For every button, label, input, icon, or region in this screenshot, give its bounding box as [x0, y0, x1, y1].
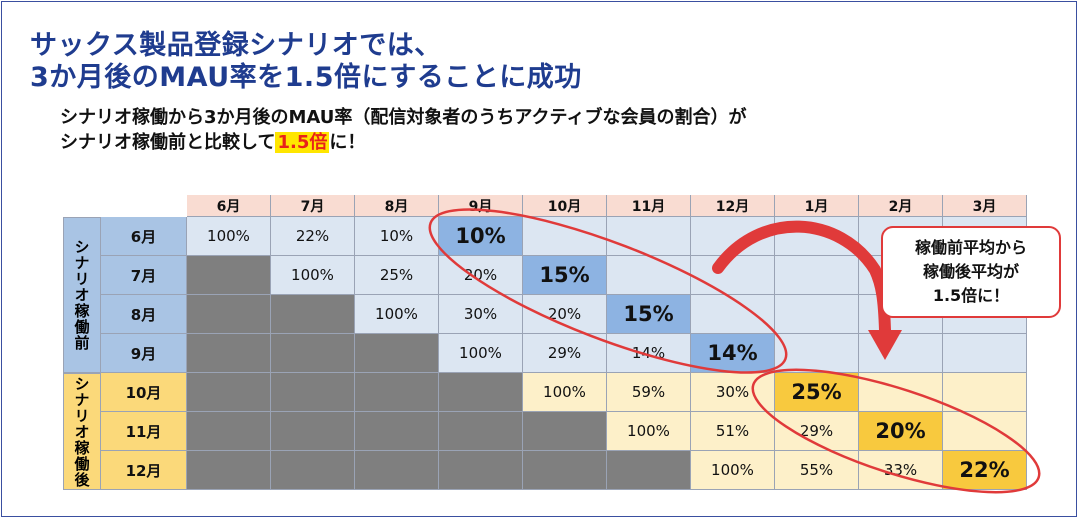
row-header: 10月: [101, 373, 187, 412]
gray-cell: [355, 412, 439, 451]
table-cell: 100%: [187, 217, 271, 256]
table-cell: 100%: [691, 451, 775, 490]
gray-cell: [187, 256, 271, 295]
table-cell: [691, 295, 775, 334]
gray-cell: [439, 451, 523, 490]
callout-line-1: 稼働前平均から: [914, 238, 1027, 257]
table-cell: 29%: [775, 412, 859, 451]
subtitle: シナリオ稼働から3か月後のMAU率（配信対象者のうちアクティブな会員の割合）が …: [60, 105, 746, 155]
row-header: 7月: [101, 256, 187, 295]
table-cell: [607, 256, 691, 295]
callout-line-3: 1.5倍に！: [932, 286, 1010, 305]
gray-cell: [187, 373, 271, 412]
table-cell: [775, 334, 859, 373]
highlight-cell: 25%: [775, 373, 859, 412]
table-cell: [691, 256, 775, 295]
callout-box: 稼働前平均から 稼働後平均が 1.5倍に！: [881, 226, 1061, 318]
subtitle-highlight: 1.5倍: [275, 132, 330, 153]
table-cell: [775, 217, 859, 256]
table-cell: 100%: [439, 334, 523, 373]
heading-line-1: サックス製品登録シナリオでは、: [30, 30, 442, 61]
row-header: 11月: [101, 412, 187, 451]
row-header: 9月: [101, 334, 187, 373]
table-cell: [859, 373, 943, 412]
column-header: 1月: [775, 195, 859, 217]
table-cell: [523, 217, 607, 256]
gray-cell: [355, 334, 439, 373]
table-cell: 10%: [355, 217, 439, 256]
row-header: 8月: [101, 295, 187, 334]
table-cell: 22%: [271, 217, 355, 256]
table-cell: [859, 334, 943, 373]
table-cell: [775, 295, 859, 334]
table-cell: 100%: [607, 412, 691, 451]
column-header: 7月: [271, 195, 355, 217]
table-cell: [607, 217, 691, 256]
table-cell: 30%: [691, 373, 775, 412]
group-label-after: シナリオ稼働後: [63, 373, 101, 490]
row-header: 6月: [101, 217, 187, 256]
table-cell: [691, 217, 775, 256]
column-header: 2月: [859, 195, 943, 217]
row-header: 12月: [101, 451, 187, 490]
gray-cell: [187, 295, 271, 334]
table-cell: 25%: [355, 256, 439, 295]
table-cell: 29%: [523, 334, 607, 373]
table-cell: 59%: [607, 373, 691, 412]
gray-cell: [355, 373, 439, 412]
gray-cell: [439, 412, 523, 451]
subtitle-line-2: シナリオ稼働前と比較して 1.5倍 に！: [60, 130, 746, 155]
highlight-cell: 22%: [943, 451, 1027, 490]
column-header: 8月: [355, 195, 439, 217]
table-cell: 14%: [607, 334, 691, 373]
slide-heading: サックス製品登録シナリオでは、 3か月後のMAU率を1.5倍にすることに成功: [30, 30, 582, 94]
gray-cell: [187, 334, 271, 373]
column-header: 12月: [691, 195, 775, 217]
table-cell: [943, 334, 1027, 373]
heading-line-2: 3か月後のMAU率を1.5倍にすることに成功: [30, 62, 582, 93]
column-header: 10月: [523, 195, 607, 217]
table-cell: 20%: [523, 295, 607, 334]
column-header: 3月: [943, 195, 1027, 217]
gray-cell: [271, 451, 355, 490]
gray-cell: [271, 295, 355, 334]
table-cell: 100%: [523, 373, 607, 412]
table-cell: 100%: [271, 256, 355, 295]
gray-cell: [271, 334, 355, 373]
highlight-cell: 10%: [439, 217, 523, 256]
table-cell: 30%: [439, 295, 523, 334]
gray-cell: [523, 412, 607, 451]
table-cell: [943, 373, 1027, 412]
table-cell: 33%: [859, 451, 943, 490]
gray-cell: [439, 373, 523, 412]
gray-cell: [271, 412, 355, 451]
subtitle-line-2-pre: シナリオ稼働前と比較して: [60, 132, 276, 153]
subtitle-line-1: シナリオ稼働から3か月後のMAU率（配信対象者のうちアクティブな会員の割合）が: [60, 107, 747, 128]
table-cell: 55%: [775, 451, 859, 490]
highlight-cell: 15%: [523, 256, 607, 295]
table-cell: 20%: [439, 256, 523, 295]
table-cell: 100%: [355, 295, 439, 334]
callout-line-2: 稼働後平均が: [922, 262, 1019, 281]
highlight-cell: 20%: [859, 412, 943, 451]
gray-cell: [355, 451, 439, 490]
highlight-cell: 14%: [691, 334, 775, 373]
column-header: 11月: [607, 195, 691, 217]
subtitle-line-2-post: に！: [329, 132, 366, 153]
gray-cell: [187, 451, 271, 490]
gray-cell: [187, 412, 271, 451]
highlight-cell: 15%: [607, 295, 691, 334]
table-cell: [943, 412, 1027, 451]
column-header: 9月: [439, 195, 523, 217]
gray-cell: [607, 451, 691, 490]
column-header: 6月: [187, 195, 271, 217]
group-label-before: シナリオ稼働前: [63, 217, 101, 373]
table-cell: 51%: [691, 412, 775, 451]
gray-cell: [523, 451, 607, 490]
table-cell: [775, 256, 859, 295]
gray-cell: [271, 373, 355, 412]
